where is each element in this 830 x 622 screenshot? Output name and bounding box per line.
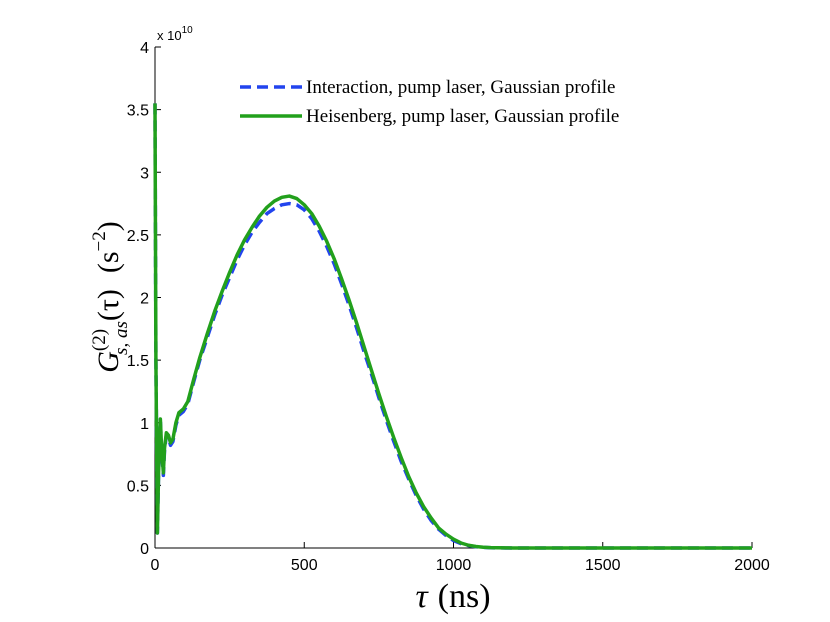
y-axis-subscript: s, as	[111, 321, 132, 355]
y-tick-label: 2.5	[127, 228, 149, 245]
x-tick-label: 1500	[585, 557, 621, 574]
y-tick-label: 0	[140, 541, 149, 558]
y-tick-label: 3.5	[127, 103, 149, 120]
y-axis-units-close: )	[92, 221, 125, 231]
y-axis-units: (s	[92, 251, 125, 273]
y-ticks: 0 0.5 1 1.5 2 2.5 3 3.5 4	[127, 40, 161, 558]
series-group	[153, 103, 752, 550]
x-tick-label: 0	[151, 557, 160, 574]
y-multiplier: x 1010	[157, 25, 193, 43]
y-multiplier-exponent: 10	[182, 25, 194, 36]
x-axis-title: τ (ns)	[415, 578, 490, 615]
y-axis-units-exponent: −2	[89, 231, 110, 251]
y-tick-label: 3	[140, 165, 149, 182]
x-tick-label: 500	[291, 557, 318, 574]
legend: Interaction, pump laser, Gaussian profil…	[240, 77, 619, 127]
x-tick-label: 2000	[734, 557, 770, 574]
x-tick-label: 1000	[436, 557, 472, 574]
x-ticks: 0 500 1000 1500 2000	[151, 542, 770, 574]
series-line-interaction	[153, 103, 752, 550]
y-tick-label: 1.5	[127, 353, 149, 370]
y-tick-label: 4	[140, 40, 149, 57]
y-axis-symbol: G	[92, 351, 125, 373]
x-axis-units: (ns)	[438, 578, 491, 615]
y-axis-superscript: (2)	[89, 329, 110, 351]
y-tick-label: 1	[140, 416, 149, 433]
x-axis-symbol: τ	[415, 578, 429, 615]
legend-label-interaction: Interaction, pump laser, Gaussian profil…	[306, 77, 615, 98]
y-multiplier-base: x 10	[157, 28, 182, 43]
y-axis-title: G(2)s, as(τ) (s−2)	[89, 221, 132, 373]
y-tick-label: 2	[140, 291, 149, 308]
series-line-heisenberg	[153, 103, 752, 550]
legend-label-heisenberg: Heisenberg, pump laser, Gaussian profile	[306, 106, 619, 127]
y-axis-argument: (τ)	[92, 289, 125, 321]
y-tick-label: 0.5	[127, 478, 149, 495]
